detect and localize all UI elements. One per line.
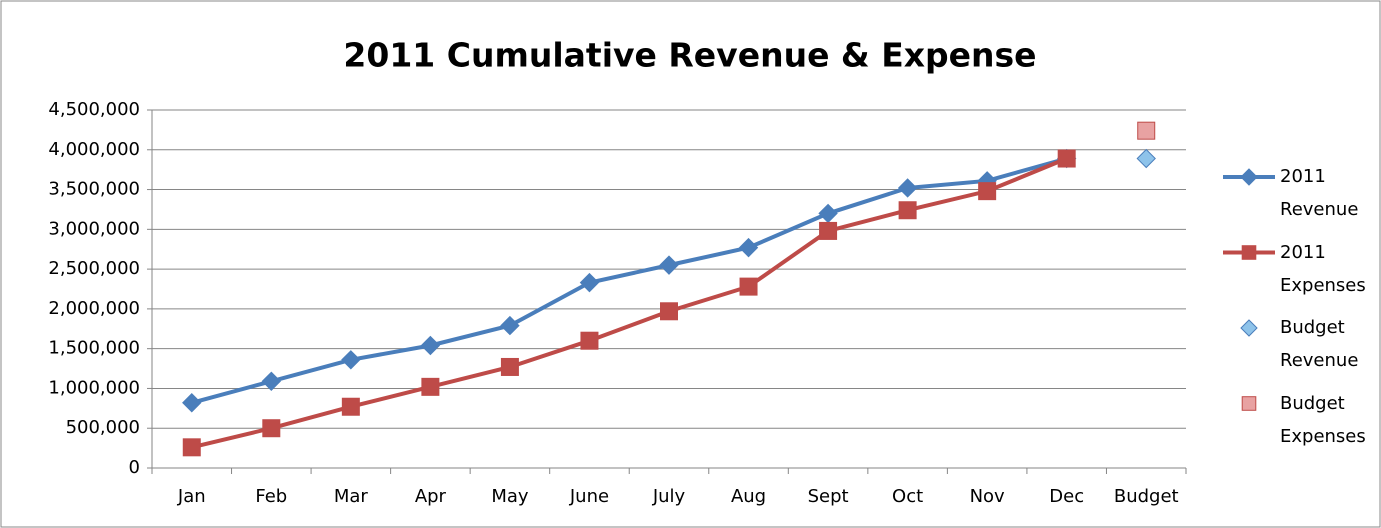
data-point	[580, 331, 599, 350]
x-tick-label: Dec	[1049, 486, 1084, 507]
data-point	[897, 178, 918, 198]
legend-marker	[1240, 319, 1258, 337]
data-point	[738, 237, 759, 258]
legend-label: 2011 Expenses	[1280, 241, 1366, 296]
x-tick-label: May	[491, 486, 529, 507]
y-tick-label: 0	[129, 457, 140, 478]
legend-marker	[1240, 168, 1258, 186]
y-tick-label: 2,500,000	[48, 258, 140, 279]
y-tick-label: 2,000,000	[48, 298, 140, 319]
y-tick-label: 1,500,000	[48, 338, 140, 359]
x-tick-label: Nov	[970, 486, 1005, 507]
x-tick-label: Aug	[731, 486, 766, 507]
data-point	[341, 397, 360, 416]
x-tick-label: Budget	[1114, 486, 1179, 507]
x-tick-label: June	[569, 486, 609, 507]
x-tick-label: Jan	[177, 486, 206, 507]
y-tick-label: 500,000	[66, 417, 140, 438]
data-point	[1057, 149, 1076, 168]
data-point	[182, 393, 202, 413]
data-point	[1136, 148, 1156, 169]
data-point	[182, 438, 201, 457]
data-point	[898, 201, 917, 220]
legend-label: Budget Revenue	[1280, 317, 1359, 371]
legend-marker	[1241, 245, 1257, 260]
y-tick-label: 3,000,000	[48, 218, 140, 239]
x-tick-label: Feb	[255, 486, 287, 507]
series-line	[191, 156, 1068, 405]
data-point	[579, 272, 600, 293]
data-point	[1137, 121, 1156, 140]
x-tick-label: July	[652, 486, 686, 507]
data-point	[739, 277, 758, 296]
data-point	[500, 357, 519, 376]
data-point	[500, 315, 520, 336]
data-point	[420, 335, 441, 356]
x-tick-label: Sept	[808, 486, 849, 507]
x-tick-label: Mar	[334, 486, 369, 507]
data-point	[660, 302, 678, 321]
y-tick-label: 4,000,000	[48, 139, 140, 160]
y-tick-label: 1,000,000	[48, 377, 140, 398]
chart-title: 2011 Cumulative Revenue & Expense	[343, 36, 1036, 75]
y-tick-label: 4,500,000	[48, 99, 140, 120]
data-point	[978, 182, 997, 201]
x-tick-label: Apr	[415, 486, 447, 507]
legend-marker	[1241, 396, 1257, 411]
legend-label: Budget Expenses	[1280, 392, 1366, 447]
series-line	[191, 156, 1068, 450]
data-point	[659, 255, 679, 275]
data-point	[819, 221, 838, 240]
data-point	[261, 371, 282, 391]
data-point	[341, 350, 361, 370]
data-point	[421, 377, 440, 396]
y-tick-label: 3,500,000	[48, 179, 140, 200]
x-tick-label: Oct	[892, 486, 923, 507]
data-point	[262, 419, 281, 438]
legend-label: 2011 Revenue	[1280, 166, 1359, 220]
